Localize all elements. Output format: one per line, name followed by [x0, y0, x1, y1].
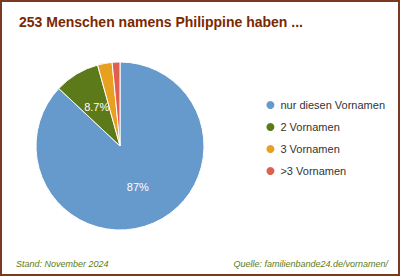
svg-text:8.7%: 8.7%: [84, 101, 109, 113]
svg-text:Quelle: familienbande24.de/vor: Quelle: familienbande24.de/vornamen/: [233, 259, 389, 269]
svg-text:87%: 87%: [127, 181, 149, 193]
svg-text:Stand: November 2024: Stand: November 2024: [16, 259, 109, 269]
svg-text:2 Vornamen: 2 Vornamen: [280, 121, 339, 133]
svg-text:>3 Vornamen: >3 Vornamen: [280, 165, 346, 177]
svg-text:3 Vornamen: 3 Vornamen: [280, 143, 339, 155]
svg-text:nur diesen Vornamen: nur diesen Vornamen: [280, 99, 385, 111]
svg-text:253 Menschen namens Philippine: 253 Menschen namens Philippine haben ...: [19, 14, 303, 30]
